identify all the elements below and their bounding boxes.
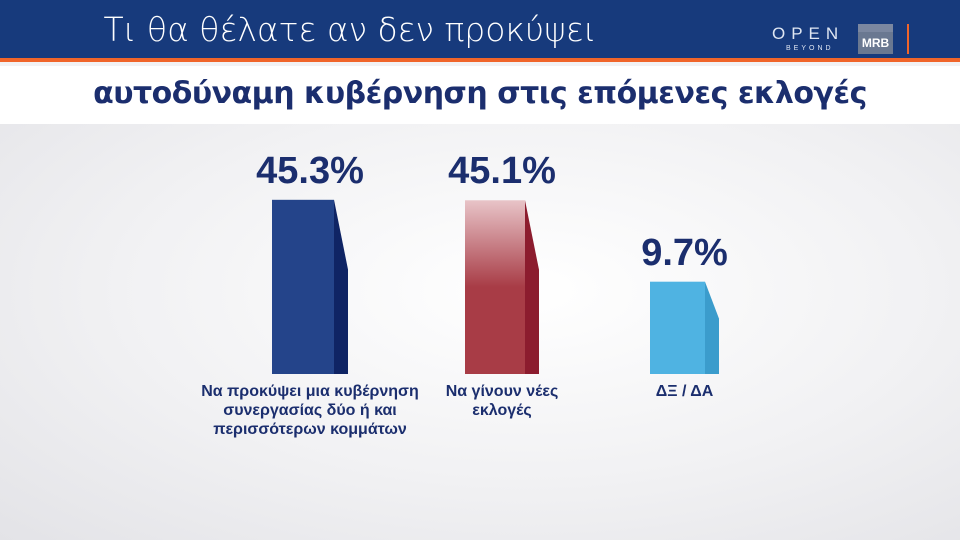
open-logo-subtext: BEYOND: [786, 45, 834, 52]
bar: [465, 200, 525, 374]
value-label: 9.7%: [641, 231, 728, 274]
open-logo: OPEN: [772, 24, 845, 43]
chart-canvas: [272, 199, 719, 374]
category-label: Να γίνουν νέες εκλογές: [445, 383, 559, 419]
category-label: ΔΞ / ΔΑ: [655, 383, 714, 400]
divider: [907, 24, 909, 54]
bar-side: [334, 199, 348, 374]
mrb-logo: MRB: [858, 24, 893, 54]
chart-subtitle: αυτοδύναμη κυβέρνηση στις επόμενες εκλογ…: [93, 76, 867, 111]
value-label: 45.1%: [448, 150, 556, 193]
bar-group: [650, 281, 719, 374]
subtitle-bar: αυτοδύναμη κυβέρνηση στις επόμενες εκλογ…: [0, 66, 960, 124]
page-title: Τι θα θέλατε αν δεν προκύψει: [103, 10, 597, 49]
value-label: 45.3%: [256, 149, 364, 192]
bar-group: [272, 199, 348, 374]
bar: [272, 199, 334, 374]
bar-side: [525, 200, 539, 374]
bar-chart: 45.3% Να προκύψει μια κυβέρνηση συνεργασί…: [0, 124, 960, 540]
bar-group: [465, 200, 539, 374]
category-label: Να προκύψει μια κυβέρνηση συνεργασίας δύ…: [201, 383, 419, 438]
bar: [650, 281, 705, 374]
bar-side: [705, 281, 719, 374]
header-bar: Τι θα θέλατε αν δεν προκύψει OPEN BEYOND…: [0, 0, 960, 62]
